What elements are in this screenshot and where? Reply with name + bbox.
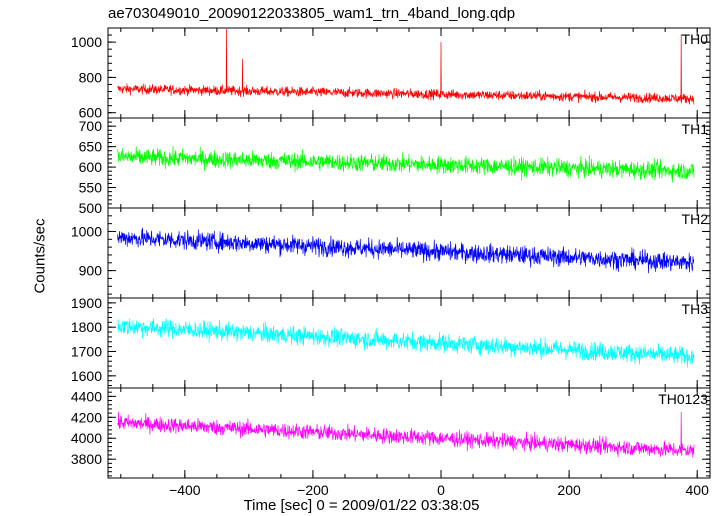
y-tick-label: 4200 [71, 409, 102, 425]
y-tick-label: 600 [79, 105, 103, 121]
y-axis-label: Counts/sec [31, 218, 49, 294]
series-line-th0 [117, 28, 695, 105]
x-tick-label: −400 [169, 482, 201, 498]
panel-label-th2: TH2 [682, 211, 709, 227]
chart-title: ae703049010_20090122033805_wam1_trn_4ban… [108, 5, 516, 22]
y-tick-label: 600 [79, 159, 103, 175]
panel-label-th0: TH0 [682, 31, 709, 47]
y-tick-label: 4400 [71, 388, 102, 404]
series-line-th0123 [117, 411, 695, 458]
y-tick-label: 1600 [71, 368, 102, 384]
x-tick-label: 0 [437, 482, 445, 498]
x-tick-label: −200 [297, 482, 329, 498]
y-tick-label: 3800 [71, 451, 102, 467]
series-line-th1 [117, 145, 695, 183]
y-tick-label: 1900 [71, 295, 102, 311]
panel-label-th3: TH3 [682, 301, 709, 317]
panel-frame-th0 [107, 27, 711, 119]
panel-frame-th2 [107, 207, 711, 299]
y-tick-label: 500 [79, 200, 103, 216]
y-tick-label: 800 [79, 69, 103, 85]
y-tick-label: 900 [79, 263, 103, 279]
y-tick-label: 1700 [71, 344, 102, 360]
y-tick-label: 1800 [71, 319, 102, 335]
panel-label-th0123: TH0123 [658, 391, 708, 407]
y-tick-label: 700 [79, 118, 103, 134]
series-line-th3 [117, 318, 695, 368]
panel-frame-th3 [107, 297, 711, 389]
panel-frame-th0123 [107, 387, 711, 479]
y-tick-label: 1000 [71, 223, 102, 239]
panel-label-th1: TH1 [682, 121, 709, 137]
y-tick-label: 4000 [71, 430, 102, 446]
x-tick-label: 400 [686, 482, 710, 498]
x-tick-label: 200 [557, 482, 581, 498]
y-tick-label: 650 [79, 139, 103, 155]
y-tick-label: 1000 [71, 34, 102, 50]
series-line-th2 [117, 227, 695, 274]
y-tick-label: 550 [79, 180, 103, 196]
x-axis-label: Time [sec] 0 = 2009/01/22 03:38:05 [243, 497, 480, 514]
